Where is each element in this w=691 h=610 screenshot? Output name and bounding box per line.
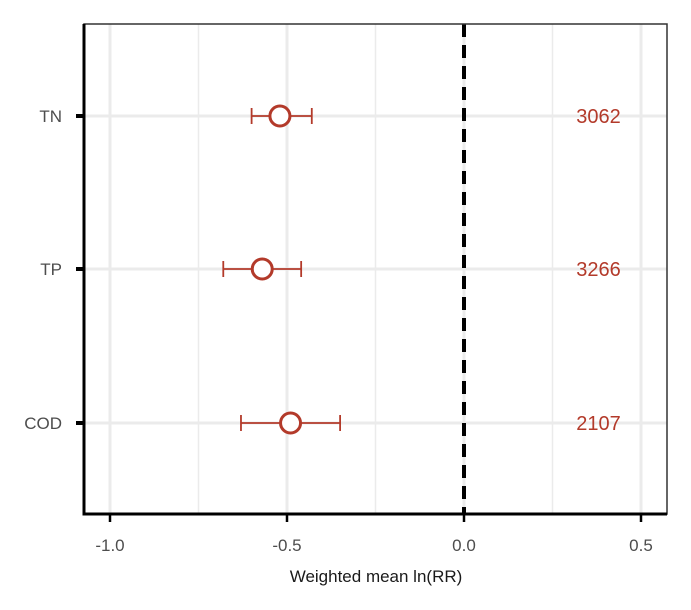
point-marker [279, 411, 303, 435]
points-layer: 3062 3266 2107 [222, 104, 621, 435]
point-group-tn: 3062 [250, 104, 621, 128]
y-tick-label-cod: COD [24, 414, 62, 433]
x-tick-label: -1.0 [95, 536, 124, 555]
x-axis-title: Weighted mean ln(RR) [290, 567, 463, 586]
point-marker [268, 104, 292, 128]
x-tick-label: -0.5 [272, 536, 301, 555]
count-label: 3062 [576, 106, 621, 128]
point-group-tp: 3266 [222, 257, 621, 281]
point-marker [250, 257, 274, 281]
y-tick-label-tp: TP [40, 260, 62, 279]
x-tick-label: 0.0 [452, 536, 476, 555]
x-tick-label: 0.5 [629, 536, 653, 555]
count-label: 3266 [576, 259, 621, 281]
axes-layer: -1.0 -0.5 0.0 0.5 TN TP COD [24, 23, 668, 555]
y-tick-label-tn: TN [39, 107, 62, 126]
count-label: 2107 [576, 413, 621, 435]
point-group-cod: 2107 [240, 411, 621, 435]
